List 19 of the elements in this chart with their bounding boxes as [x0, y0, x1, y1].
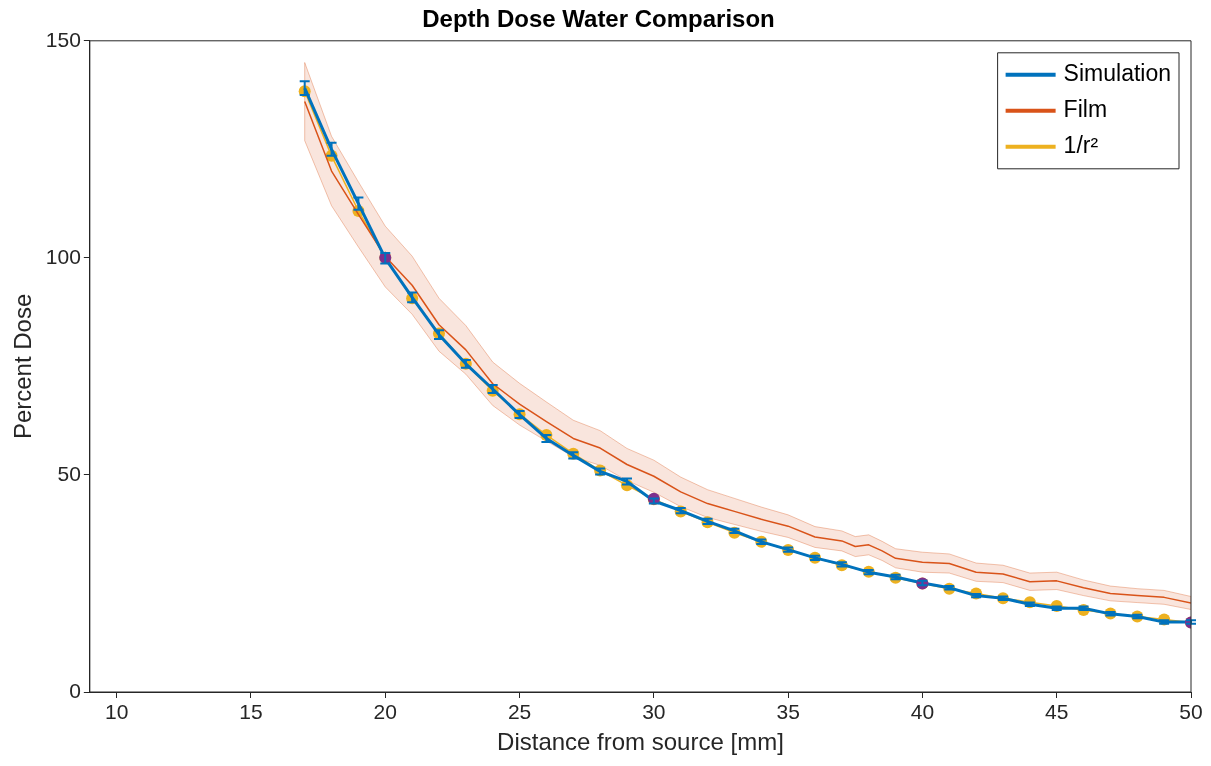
- x-tick-label: 25: [507, 700, 532, 724]
- x-tick-label: 30: [642, 700, 666, 724]
- x-tick-label: 10: [105, 700, 129, 724]
- y-tick-label: 0: [69, 678, 81, 702]
- x-tick-label: 20: [373, 700, 397, 724]
- chart-title: Depth Dose Water Comparison: [422, 5, 775, 33]
- legend-label: Film: [1063, 96, 1108, 123]
- x-tick-label: 45: [1045, 700, 1069, 724]
- x-axis-title: Distance from source [mm]: [497, 728, 784, 756]
- legend-label: Simulation: [1063, 60, 1171, 87]
- x-tick-label: 40: [910, 700, 935, 724]
- y-tick-label: 50: [57, 461, 81, 485]
- x-tick-label: 35: [776, 700, 800, 724]
- y-tick-label: 150: [45, 27, 81, 51]
- x-tick-label: 50: [1179, 700, 1203, 724]
- y-tick-label: 100: [45, 244, 81, 268]
- legend-label: 1/r²: [1063, 132, 1099, 159]
- y-axis-title: Percent Dose: [9, 293, 37, 440]
- x-tick-label: 15: [239, 700, 263, 724]
